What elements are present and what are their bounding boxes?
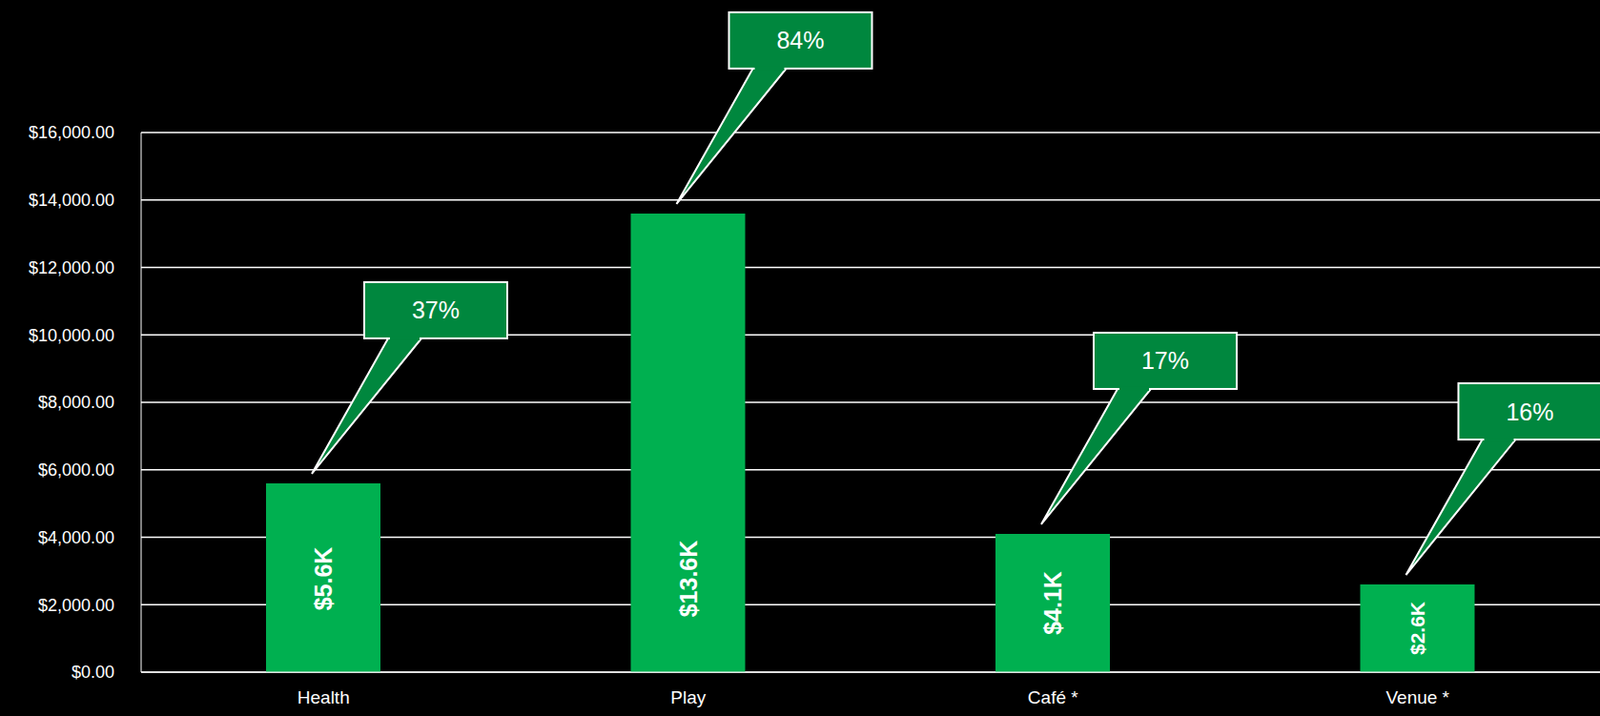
svg-text:16%: 16% [1505, 398, 1554, 426]
svg-text:$16,000.00: $16,000.00 [28, 123, 115, 143]
svg-text:$4,000.00: $4,000.00 [38, 528, 115, 548]
svg-text:Venue *: Venue * [1385, 687, 1450, 708]
svg-text:$12,000.00: $12,000.00 [28, 258, 115, 278]
svg-text:Play: Play [670, 687, 706, 708]
svg-text:84%: 84% [776, 26, 824, 54]
svg-text:Health: Health [297, 687, 350, 708]
svg-text:$6,000.00: $6,000.00 [38, 460, 115, 480]
svg-text:37%: 37% [411, 296, 460, 324]
svg-text:$2,000.00: $2,000.00 [38, 595, 115, 616]
svg-text:$0.00: $0.00 [71, 662, 115, 682]
svg-text:$13.6K: $13.6K [675, 540, 702, 618]
svg-text:$5.6K: $5.6K [309, 547, 337, 612]
svg-text:$2.6K: $2.6K [1406, 601, 1429, 656]
svg-text:$8,000.00: $8,000.00 [38, 392, 115, 412]
svg-text:$10,000.00: $10,000.00 [28, 326, 115, 346]
svg-text:$14,000.00: $14,000.00 [28, 190, 115, 210]
svg-text:Café *: Café * [1027, 687, 1079, 708]
svg-text:$4.1K: $4.1K [1039, 571, 1067, 636]
svg-text:17%: 17% [1141, 347, 1190, 374]
